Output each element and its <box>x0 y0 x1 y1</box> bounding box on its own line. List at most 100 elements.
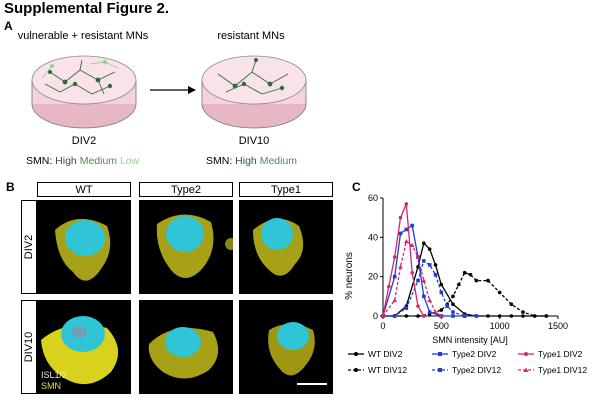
data-point <box>410 223 414 228</box>
dish1-neurons <box>44 59 116 95</box>
data-point <box>433 263 438 267</box>
legend-label-2: Type2 DIV2 <box>452 349 497 359</box>
smn-low-label: Low <box>119 155 140 167</box>
data-point <box>398 231 403 236</box>
micrograph-type2-div10 <box>139 300 233 394</box>
y-tick-label: 60 <box>368 193 378 203</box>
smn-prefix: SMN: <box>26 155 53 167</box>
data-point <box>451 294 455 299</box>
row-header-div10: DIV10 <box>21 300 37 394</box>
panel-b-letter: B <box>6 180 15 194</box>
data-point <box>474 314 479 318</box>
data-point <box>521 310 525 314</box>
data-point <box>380 313 386 318</box>
data-point <box>497 290 502 295</box>
dish-2 <box>201 55 307 129</box>
data-point <box>451 310 455 314</box>
panel-c-letter: C <box>352 180 361 194</box>
x-tick-label: 500 <box>434 321 449 331</box>
data-point <box>451 302 455 306</box>
data-point <box>427 310 432 314</box>
column-header-type2: Type2 <box>139 182 233 197</box>
data-point <box>410 270 414 275</box>
data-point <box>415 254 421 259</box>
data-point <box>422 314 426 318</box>
series-line-5 <box>382 240 442 317</box>
data-point <box>509 302 514 306</box>
data-point <box>421 278 427 283</box>
data-point <box>398 264 403 269</box>
data-point <box>497 314 502 318</box>
data-point <box>439 282 444 287</box>
data-point <box>422 259 426 263</box>
data-point <box>392 297 397 303</box>
legend-label-1: WT DIV12 <box>368 365 407 375</box>
data-point <box>392 274 397 279</box>
column-header-wt: WT <box>37 182 131 197</box>
row-header-div2: DIV2 <box>21 200 37 294</box>
series-line-4 <box>382 203 425 317</box>
data-point <box>474 278 479 283</box>
data-point <box>422 294 426 299</box>
legend-label-4: Type1 DIV2 <box>538 349 583 359</box>
data-point <box>398 215 403 220</box>
panel-a-letter: A <box>4 19 13 33</box>
column-header-type1: Type1 <box>239 182 333 197</box>
y-tick-label: 40 <box>368 232 378 242</box>
legend-marker-2 <box>438 352 442 356</box>
data-point <box>404 202 409 206</box>
dish-1 <box>31 55 137 129</box>
smn-medium-label: Medium <box>259 155 298 167</box>
transition-arrow <box>150 86 196 94</box>
data-point <box>532 314 537 318</box>
micrograph-type1-div10 <box>239 300 333 394</box>
x-tick-label: 1500 <box>548 321 568 331</box>
data-point <box>404 306 409 310</box>
data-point <box>468 272 473 277</box>
data-point <box>427 247 432 251</box>
data-point <box>427 297 432 303</box>
figure-title: Supplemental Figure 2. <box>4 0 170 17</box>
data-point <box>509 314 514 318</box>
legend-marker-1 <box>354 368 358 372</box>
dish2-bottom-label: DIV10 <box>238 135 270 147</box>
stain-label-smn: SMN <box>41 381 61 391</box>
legend-marker-0 <box>354 352 358 356</box>
data-point <box>416 304 420 308</box>
dish2-top-label: resistant MNs <box>217 30 285 42</box>
legend-label-3: Type2 DIV12 <box>452 365 501 375</box>
data-point <box>392 255 397 259</box>
micrograph-type1-div2 <box>239 200 333 294</box>
data-point <box>422 241 426 246</box>
micrograph-type2-div2 <box>139 200 233 294</box>
legend-marker-3 <box>438 368 442 372</box>
row-header-div2-label: DIV2 <box>23 234 35 260</box>
x-axis-label: SMN intensity [AU] <box>432 335 508 345</box>
y-tick-label: 20 <box>368 272 378 282</box>
data-point <box>387 284 391 289</box>
micrograph-wt-div10 <box>37 300 131 394</box>
smn-medium-label: Medium <box>79 155 118 167</box>
dish1-top-label: vulnerable + resistant MNs <box>17 30 149 42</box>
data-point <box>409 242 415 247</box>
data-point <box>404 314 409 318</box>
data-point <box>457 282 461 287</box>
dish1-smn-levels: SMN: High Medium Low <box>26 155 139 167</box>
dish1-bottom-label: DIV2 <box>71 135 97 147</box>
legend-label-5: Type1 DIV12 <box>538 365 587 375</box>
data-point <box>521 314 525 318</box>
smn-prefix: SMN: <box>206 155 233 167</box>
data-point <box>404 227 409 232</box>
data-point <box>392 314 397 318</box>
legend-marker-5 <box>523 367 529 372</box>
smn-high-label: High <box>235 155 257 167</box>
data-point <box>451 314 455 318</box>
x-tick-label: 0 <box>380 321 385 331</box>
data-point <box>439 290 444 295</box>
data-point <box>462 270 467 275</box>
row-header-div10-label: DIV10 <box>23 331 35 363</box>
data-point <box>439 308 444 312</box>
y-axis-label: % neurons <box>344 252 355 300</box>
series-line-1 <box>383 271 547 317</box>
smn-high-label: High <box>55 155 77 167</box>
